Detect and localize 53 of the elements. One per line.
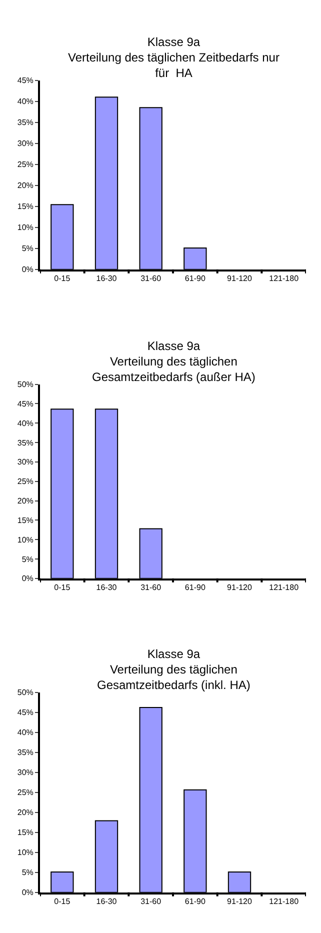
y-tick-label: 45% bbox=[17, 708, 34, 718]
y-tick-label: 45% bbox=[17, 76, 34, 86]
y-tick-label: 5% bbox=[22, 868, 34, 878]
chart-title: Klasse 9a Verteilung des täglichen Gesamtzeitbedarfs (außer HA) bbox=[92, 339, 256, 384]
y-tick-label: 15% bbox=[17, 516, 34, 525]
x-tick-label: 31-60 bbox=[140, 896, 162, 906]
y-tick-label: 20% bbox=[17, 496, 34, 506]
y-tick-label: 30% bbox=[17, 458, 34, 467]
x-tick-label: 121-180 bbox=[269, 583, 300, 592]
x-tick-label: 0-15 bbox=[54, 896, 71, 906]
y-tick-label: 25% bbox=[17, 160, 34, 170]
y-tick-label: 30% bbox=[17, 139, 34, 148]
y-tick-label: 50% bbox=[17, 688, 34, 698]
y-tick-label: 35% bbox=[17, 118, 34, 128]
x-tick-label: 91-120 bbox=[227, 583, 252, 592]
x-tick-label: 91-120 bbox=[227, 274, 252, 284]
x-tick-label: 16-30 bbox=[96, 274, 118, 284]
x-tick-label: 0-15 bbox=[54, 274, 71, 284]
y-tick-label: 15% bbox=[17, 202, 34, 212]
y-tick-label: 0% bbox=[22, 888, 34, 898]
x-tick-label: 16-30 bbox=[96, 896, 118, 906]
chart-title: Klasse 9a Verteilung des täglichen Zeitbedarfs nur für HA bbox=[68, 35, 280, 80]
y-tick-label: 20% bbox=[17, 181, 34, 190]
y-tick-label: 40% bbox=[17, 418, 34, 428]
y-tick-label: 25% bbox=[17, 477, 34, 486]
x-tick-label: 91-120 bbox=[227, 896, 252, 906]
x-tick-label: 31-60 bbox=[140, 274, 162, 284]
x-tick-label: 61-90 bbox=[184, 896, 206, 906]
y-tick-label: 10% bbox=[17, 535, 34, 544]
y-tick-label: 10% bbox=[17, 223, 34, 232]
x-tick-label: 31-60 bbox=[140, 583, 162, 592]
y-tick-label: 5% bbox=[22, 554, 34, 564]
y-tick-label: 45% bbox=[17, 400, 34, 409]
x-tick-label: 61-90 bbox=[184, 274, 206, 284]
y-tick-label: 10% bbox=[17, 848, 34, 858]
y-tick-label: 40% bbox=[17, 728, 34, 738]
x-tick-label: 121-180 bbox=[269, 896, 300, 906]
chart-title: Klasse 9a Verteilung des täglichen Gesamtzeitbedarfs (inkl. HA) bbox=[97, 647, 250, 692]
y-tick-label: 30% bbox=[17, 768, 34, 778]
y-tick-label: 15% bbox=[17, 828, 34, 838]
y-tick-label: 5% bbox=[22, 244, 34, 254]
x-tick-label: 61-90 bbox=[184, 583, 206, 592]
y-tick-label: 35% bbox=[17, 748, 34, 758]
y-tick-label: 0% bbox=[22, 265, 34, 274]
y-tick-label: 0% bbox=[22, 574, 34, 584]
y-tick-label: 35% bbox=[17, 438, 34, 448]
y-tick-label: 40% bbox=[17, 97, 34, 106]
y-tick-label: 20% bbox=[17, 808, 34, 818]
y-tick-label: 50% bbox=[17, 380, 34, 390]
x-tick-label: 0-15 bbox=[54, 583, 71, 592]
y-tick-label: 25% bbox=[17, 788, 34, 798]
x-tick-label: 16-30 bbox=[96, 583, 118, 592]
x-tick-label: 121-180 bbox=[269, 274, 300, 284]
